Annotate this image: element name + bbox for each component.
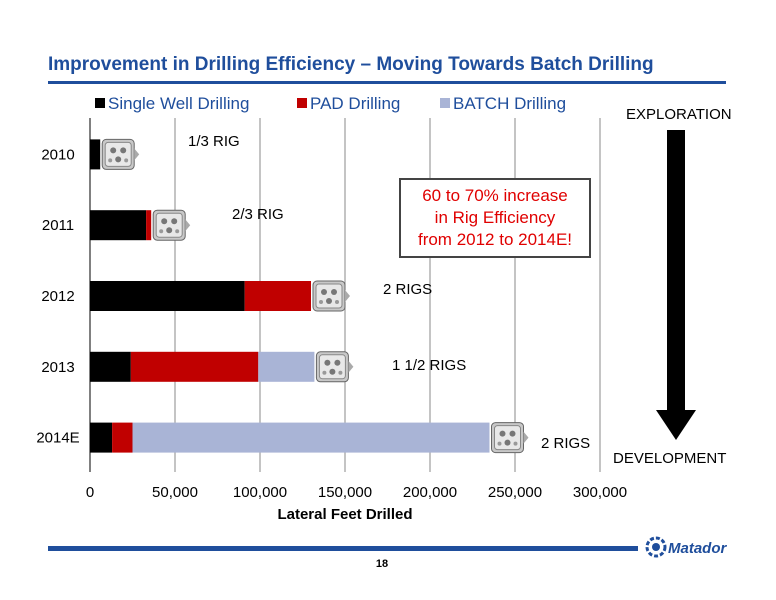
development-label: DEVELOPMENT bbox=[613, 450, 727, 467]
logo-mark bbox=[645, 536, 667, 558]
slide-title: Improvement in Drilling Efficiency – Mov… bbox=[48, 54, 654, 75]
rig-count-label: 2/3 RIG bbox=[232, 206, 284, 223]
rig-count-label: 2 RIGS bbox=[383, 281, 432, 298]
x-tick-label: 300,000 bbox=[573, 484, 627, 501]
drill-bit-icon bbox=[491, 422, 529, 454]
page-number: 18 bbox=[375, 558, 389, 570]
callout-line-1: 60 to 70% increase bbox=[422, 186, 568, 205]
bar-segment bbox=[90, 139, 101, 170]
legend-swatch bbox=[440, 98, 450, 108]
x-tick-label: 200,000 bbox=[403, 484, 457, 501]
legend-label: Single Well Drilling bbox=[108, 94, 249, 113]
bar-segment bbox=[244, 281, 311, 311]
y-category-label: 2014E bbox=[36, 430, 79, 447]
legend-label: PAD Drilling bbox=[310, 94, 400, 113]
matador-logo: Matador bbox=[645, 536, 728, 558]
callout-line-3: from 2012 to 2014E! bbox=[417, 230, 573, 249]
drill-bit-icon bbox=[315, 351, 354, 383]
legend-swatch bbox=[297, 98, 307, 108]
drill-bit-icon bbox=[312, 280, 350, 312]
bar-segment bbox=[130, 351, 259, 382]
bar-segment bbox=[90, 210, 147, 241]
exploration-label: EXPLORATION bbox=[626, 106, 732, 123]
development-arrow-shaft bbox=[667, 130, 685, 412]
x-tick-label: 0 bbox=[86, 484, 94, 501]
bar-segment bbox=[90, 351, 131, 382]
x-tick-label: 150,000 bbox=[318, 484, 372, 501]
footer-divider bbox=[48, 546, 638, 551]
bar-segment bbox=[112, 422, 133, 453]
efficiency-callout: 60 to 70% increase in Rig Efficiency fro… bbox=[399, 178, 591, 258]
bar-segment bbox=[258, 351, 315, 382]
logo-wordmark: Matador bbox=[668, 540, 728, 557]
bar-segment bbox=[146, 210, 152, 241]
bar-segment bbox=[90, 281, 245, 311]
legend-swatch bbox=[95, 98, 105, 108]
x-tick-label: 250,000 bbox=[488, 484, 542, 501]
drill-bit-icon bbox=[101, 138, 140, 170]
bar-segment bbox=[90, 422, 113, 453]
legend-label: BATCH Drilling bbox=[453, 94, 566, 113]
development-arrow-head bbox=[656, 410, 696, 440]
callout-line-2: in Rig Efficiency bbox=[434, 208, 556, 227]
title-divider bbox=[48, 81, 726, 84]
drill-bit-icon bbox=[152, 209, 191, 241]
bar-segment bbox=[132, 422, 490, 453]
y-category-label: 2012 bbox=[41, 288, 74, 305]
rig-count-label: 2 RIGS bbox=[541, 435, 590, 452]
rig-count-label: 1/3 RIG bbox=[188, 133, 240, 150]
x-tick-label: 100,000 bbox=[233, 484, 287, 501]
y-category-label: 2013 bbox=[41, 359, 74, 376]
rig-count-label: 1 1/2 RIGS bbox=[392, 357, 466, 374]
x-tick-label: 50,000 bbox=[152, 484, 198, 501]
x-axis-title: Lateral Feet Drilled bbox=[277, 506, 412, 523]
y-category-label: 2010 bbox=[41, 146, 74, 163]
y-category-label: 2011 bbox=[42, 217, 74, 234]
